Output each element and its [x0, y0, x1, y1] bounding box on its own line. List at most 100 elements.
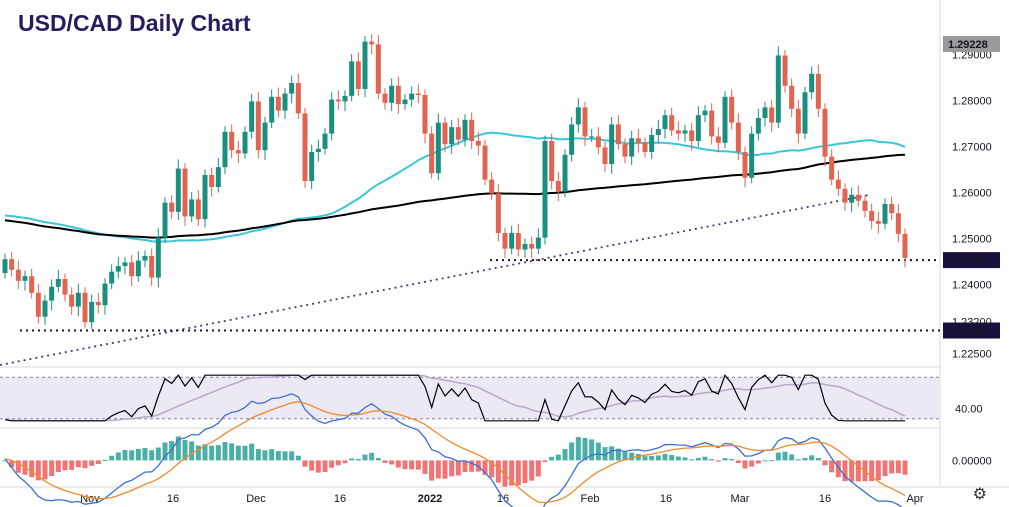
candle-body — [735, 122, 741, 153]
candle-body — [782, 55, 788, 86]
macd-histogram-bar — [155, 447, 161, 461]
macd-histogram-bar — [855, 460, 861, 482]
macd-histogram-bar — [775, 452, 781, 461]
candle-body — [642, 142, 648, 153]
x-tick-label: Mar — [731, 493, 750, 505]
candle-body — [35, 292, 41, 317]
macd-histogram-bar — [49, 460, 55, 476]
candle-body — [389, 85, 395, 103]
macd-histogram-bar — [415, 460, 421, 470]
macd-histogram-bar — [502, 460, 508, 487]
trendline — [0, 193, 871, 366]
macd-histogram-bar — [735, 460, 741, 464]
candle-body — [142, 255, 148, 261]
candle-body — [522, 244, 528, 250]
candle-body — [375, 44, 381, 94]
candle-body — [62, 278, 68, 295]
gear-icon[interactable]: ⚙ — [972, 484, 987, 503]
candle-body — [55, 278, 61, 287]
candle-body — [582, 107, 588, 137]
macd-histogram-bar — [269, 449, 275, 461]
candle-body — [729, 96, 735, 123]
candle-body — [629, 138, 635, 157]
price-label-box — [943, 252, 1000, 269]
candle-body — [422, 94, 428, 134]
candle-body — [569, 124, 575, 155]
candle-body — [649, 135, 655, 153]
candle-body — [222, 131, 228, 168]
x-tick-label: Feb — [581, 493, 600, 505]
candle-body — [809, 73, 815, 93]
macd-histogram-bar — [435, 460, 441, 479]
candle-body — [575, 107, 581, 125]
macd-histogram-bar — [29, 460, 35, 478]
candle-body — [189, 199, 195, 217]
macd-histogram-bar — [655, 455, 661, 461]
candle-body — [489, 179, 495, 194]
candle-body — [469, 119, 475, 141]
candle-body — [169, 202, 175, 212]
macd-histogram-bar — [302, 460, 308, 467]
candle-body — [242, 131, 248, 154]
candle-body — [609, 124, 615, 164]
candle-body — [535, 237, 541, 249]
macd-line — [4, 393, 903, 507]
candle-body — [795, 108, 801, 134]
candle-body — [855, 194, 861, 201]
chart-title: USD/CAD Daily Chart — [18, 10, 251, 36]
macd-histogram-bar — [809, 455, 815, 461]
candle-body — [882, 204, 888, 224]
macd-histogram-bar — [222, 442, 228, 461]
macd-histogram-bar — [495, 460, 501, 483]
macd-histogram-bar — [722, 458, 728, 461]
candle-body — [475, 140, 481, 146]
candle-body — [9, 259, 15, 270]
signal-line — [4, 401, 906, 504]
macd-histogram-bar — [122, 450, 128, 461]
macd-histogram-bar — [15, 460, 21, 473]
macd-histogram-bar — [149, 450, 155, 461]
macd-histogram-bar — [375, 458, 381, 461]
macd-histogram-bar — [142, 448, 148, 461]
candle-body — [429, 133, 435, 174]
candle-body — [269, 96, 275, 123]
macd-histogram-bar — [9, 460, 15, 468]
candle-body — [889, 204, 895, 214]
macd-histogram-bar — [535, 460, 541, 477]
candle-body — [322, 133, 328, 149]
candle-body — [155, 237, 161, 278]
macd-histogram-bar — [889, 460, 895, 474]
candle-body — [769, 107, 775, 123]
macd-histogram-bar — [675, 456, 681, 461]
candle-body — [49, 286, 55, 301]
macd-histogram-bar — [829, 460, 835, 473]
macd-histogram-bar — [695, 457, 701, 461]
candle-body — [749, 133, 755, 178]
candle-body — [635, 138, 641, 143]
candle-body — [409, 93, 415, 100]
candle-body — [135, 260, 141, 277]
macd-histogram-bar — [482, 460, 488, 475]
macd-histogram-bar — [189, 441, 195, 461]
candle-body — [195, 199, 201, 220]
candle-body — [542, 140, 548, 238]
macd-histogram-bar — [762, 460, 768, 462]
macd-histogram-bar — [275, 451, 281, 461]
candle-body — [589, 136, 595, 138]
candle-body — [129, 262, 135, 277]
macd-histogram-bar — [69, 460, 75, 470]
y-tick-label: 1.26000 — [952, 188, 992, 200]
x-tick-label: Apr — [906, 493, 923, 505]
macd-histogram-bar — [455, 460, 461, 476]
macd-histogram-bar — [895, 460, 901, 474]
candle-body — [349, 61, 355, 96]
macd-histogram-bar — [835, 460, 841, 478]
candle-body — [382, 93, 388, 103]
macd-histogram-bar — [175, 436, 181, 461]
macd-histogram-bar — [769, 460, 775, 462]
candle-body — [302, 113, 308, 181]
candle-body — [89, 301, 95, 323]
macd-histogram-bar — [102, 459, 108, 461]
candle-body — [709, 110, 715, 137]
